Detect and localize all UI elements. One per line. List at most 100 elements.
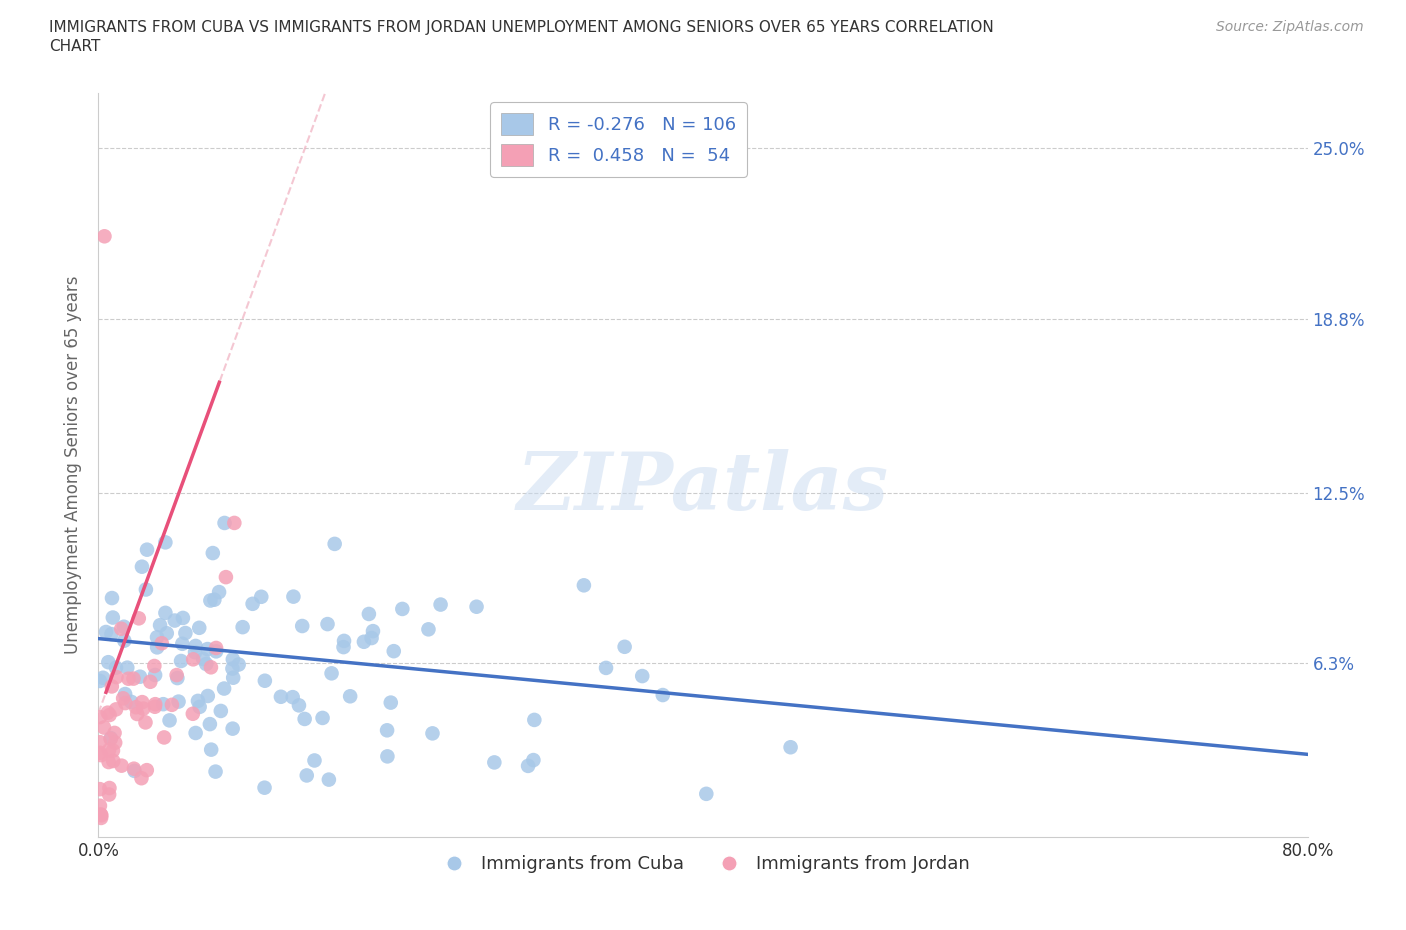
Point	[152, 697, 174, 711]
Point	[250, 590, 273, 604]
Point	[522, 752, 544, 767]
Point	[484, 755, 506, 770]
Point	[291, 618, 314, 633]
Text: ZIPatlas: ZIPatlas	[517, 448, 889, 526]
Point	[184, 644, 207, 659]
Point	[418, 622, 440, 637]
Point	[153, 730, 176, 745]
Point	[146, 640, 169, 655]
Point	[166, 671, 188, 685]
Point	[135, 582, 157, 597]
Point	[89, 735, 111, 750]
Point	[131, 771, 153, 786]
Point	[375, 723, 398, 737]
Y-axis label: Unemployment Among Seniors over 65 years: Unemployment Among Seniors over 65 years	[65, 276, 83, 654]
Point	[195, 657, 218, 671]
Point	[143, 658, 166, 673]
Point	[253, 673, 276, 688]
Point	[212, 681, 235, 696]
Point	[103, 753, 125, 768]
Point	[253, 780, 276, 795]
Point	[101, 743, 124, 758]
Point	[172, 636, 194, 651]
Point	[128, 611, 150, 626]
Point	[101, 591, 124, 605]
Point	[294, 711, 316, 726]
Point	[311, 711, 333, 725]
Point	[104, 660, 127, 675]
Point	[422, 726, 444, 741]
Point	[184, 725, 207, 740]
Point	[202, 592, 225, 607]
Point	[159, 713, 181, 728]
Point	[221, 661, 243, 676]
Point	[89, 745, 111, 760]
Point	[122, 671, 145, 686]
Point	[204, 764, 226, 779]
Point	[181, 707, 204, 722]
Point	[136, 542, 159, 557]
Point	[160, 698, 183, 712]
Point	[215, 570, 238, 585]
Point	[197, 642, 219, 657]
Point	[208, 585, 231, 600]
Point	[198, 717, 221, 732]
Point	[105, 670, 128, 684]
Point	[187, 694, 209, 709]
Point	[197, 688, 219, 703]
Point	[281, 690, 304, 705]
Point	[232, 619, 254, 634]
Point	[112, 691, 135, 706]
Point	[97, 754, 120, 769]
Text: IMMIGRANTS FROM CUBA VS IMMIGRANTS FROM JORDAN UNEMPLOYMENT AMONG SENIORS OVER 6: IMMIGRANTS FROM CUBA VS IMMIGRANTS FROM …	[49, 20, 994, 35]
Point	[132, 701, 155, 716]
Point	[89, 798, 111, 813]
Point	[242, 596, 264, 611]
Point	[188, 620, 211, 635]
Point	[104, 736, 127, 751]
Point	[100, 731, 122, 746]
Text: Source: ZipAtlas.com: Source: ZipAtlas.com	[1216, 20, 1364, 34]
Point	[295, 768, 318, 783]
Point	[90, 811, 112, 826]
Point	[93, 229, 115, 244]
Point	[222, 671, 245, 685]
Point	[167, 694, 190, 709]
Point	[120, 695, 142, 710]
Point	[90, 748, 112, 763]
Point	[101, 610, 124, 625]
Point	[90, 807, 112, 822]
Point	[114, 686, 136, 701]
Point	[94, 625, 117, 640]
Point	[98, 708, 121, 723]
Point	[339, 689, 361, 704]
Point	[172, 610, 194, 625]
Point	[288, 698, 311, 712]
Point	[323, 537, 346, 551]
Point	[174, 626, 197, 641]
Point	[103, 725, 125, 740]
Point	[613, 639, 636, 654]
Point	[391, 602, 413, 617]
Point	[89, 710, 111, 724]
Point	[361, 624, 384, 639]
Point	[117, 671, 139, 686]
Point	[98, 787, 121, 802]
Point	[100, 732, 122, 747]
Point	[357, 606, 380, 621]
Point	[90, 808, 112, 823]
Point	[304, 753, 326, 768]
Point	[321, 666, 343, 681]
Point	[205, 644, 228, 658]
Point	[188, 699, 211, 714]
Point	[156, 626, 179, 641]
Point	[332, 640, 354, 655]
Point	[143, 668, 166, 683]
Point	[89, 673, 111, 688]
Point	[131, 695, 153, 710]
Point	[631, 669, 654, 684]
Point	[200, 660, 222, 675]
Point	[163, 613, 186, 628]
Point	[191, 652, 214, 667]
Point	[89, 782, 111, 797]
